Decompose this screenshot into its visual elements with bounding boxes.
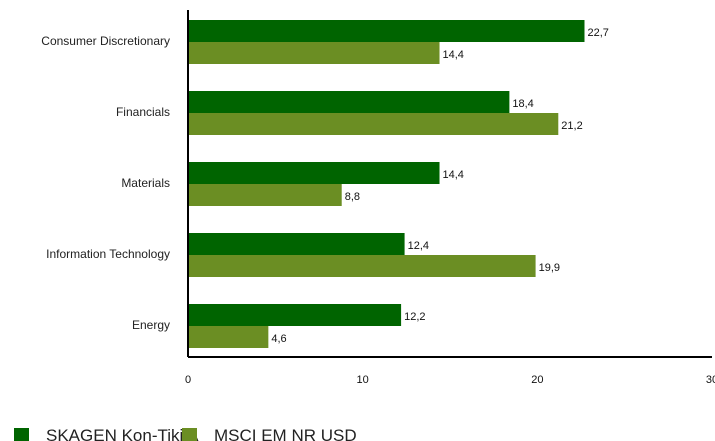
legend-label-skagen-kon-tiki-a: SKAGEN Kon-Tiki A: [46, 426, 199, 441]
value-label-msci-em-nr-usd-materials: 8,8: [345, 191, 360, 203]
value-label-skagen-kon-tiki-a-materials: 14,4: [443, 169, 464, 181]
x-tick-label-30: 30: [706, 374, 715, 386]
bar-skagen-kon-tiki-a-financials: [188, 91, 510, 113]
x-axis: 0 10 20 30: [185, 10, 715, 386]
bar-skagen-kon-tiki-a-materials: [188, 162, 440, 184]
bar-msci-em-nr-usd-materials: [188, 184, 342, 206]
legend-swatch-skagen-kon-tiki-a: [14, 428, 29, 441]
category-label-financials: Financials: [116, 105, 170, 119]
value-label-skagen-kon-tiki-a-financials: 18,4: [512, 98, 533, 110]
bar-msci-em-nr-usd-financials: [188, 113, 559, 135]
bar-skagen-kon-tiki-a-energy: [188, 304, 402, 326]
bar-msci-em-nr-usd-energy: [188, 326, 269, 348]
x-tick-label-20: 20: [531, 374, 543, 386]
category-label-energy: Energy: [132, 318, 170, 332]
bar-skagen-kon-tiki-a-consumer-discretionary: [188, 20, 585, 42]
value-label-skagen-kon-tiki-a-information-technology: 12,4: [408, 240, 429, 252]
category-label-consumer-discretionary: Consumer Discretionary: [41, 34, 170, 48]
value-labels: 22,7 14,4 18,4 21,2 14,4 8,8 12,4 19,9 12,2 4,6: [271, 27, 609, 345]
x-tick-label-0: 0: [185, 374, 191, 386]
category-label-materials: Materials: [121, 176, 170, 190]
legend-label-msci-em-nr-usd: MSCI EM NR USD: [214, 426, 357, 441]
bar-msci-em-nr-usd-consumer-discretionary: [188, 42, 440, 64]
bar-msci-em-nr-usd-information-technology: [188, 255, 536, 277]
bars-group: [188, 20, 585, 348]
bar-skagen-kon-tiki-a-information-technology: [188, 233, 405, 255]
category-label-information-technology: Information Technology: [46, 247, 170, 261]
value-label-skagen-kon-tiki-a-energy: 12,2: [404, 311, 425, 323]
legend: SKAGEN Kon-Tiki A MSCI EM NR USD: [14, 426, 357, 441]
legend-swatch-msci-em-nr-usd: [182, 428, 197, 441]
value-label-msci-em-nr-usd-energy: 4,6: [271, 333, 286, 345]
value-label-skagen-kon-tiki-a-consumer-discretionary: 22,7: [587, 27, 608, 39]
value-label-msci-em-nr-usd-consumer-discretionary: 14,4: [443, 49, 464, 61]
x-tick-label-10: 10: [357, 374, 369, 386]
value-label-msci-em-nr-usd-information-technology: 19,9: [539, 262, 560, 274]
value-label-msci-em-nr-usd-financials: 21,2: [561, 120, 582, 132]
category-labels: Consumer Discretionary Financials Material…: [41, 34, 170, 332]
